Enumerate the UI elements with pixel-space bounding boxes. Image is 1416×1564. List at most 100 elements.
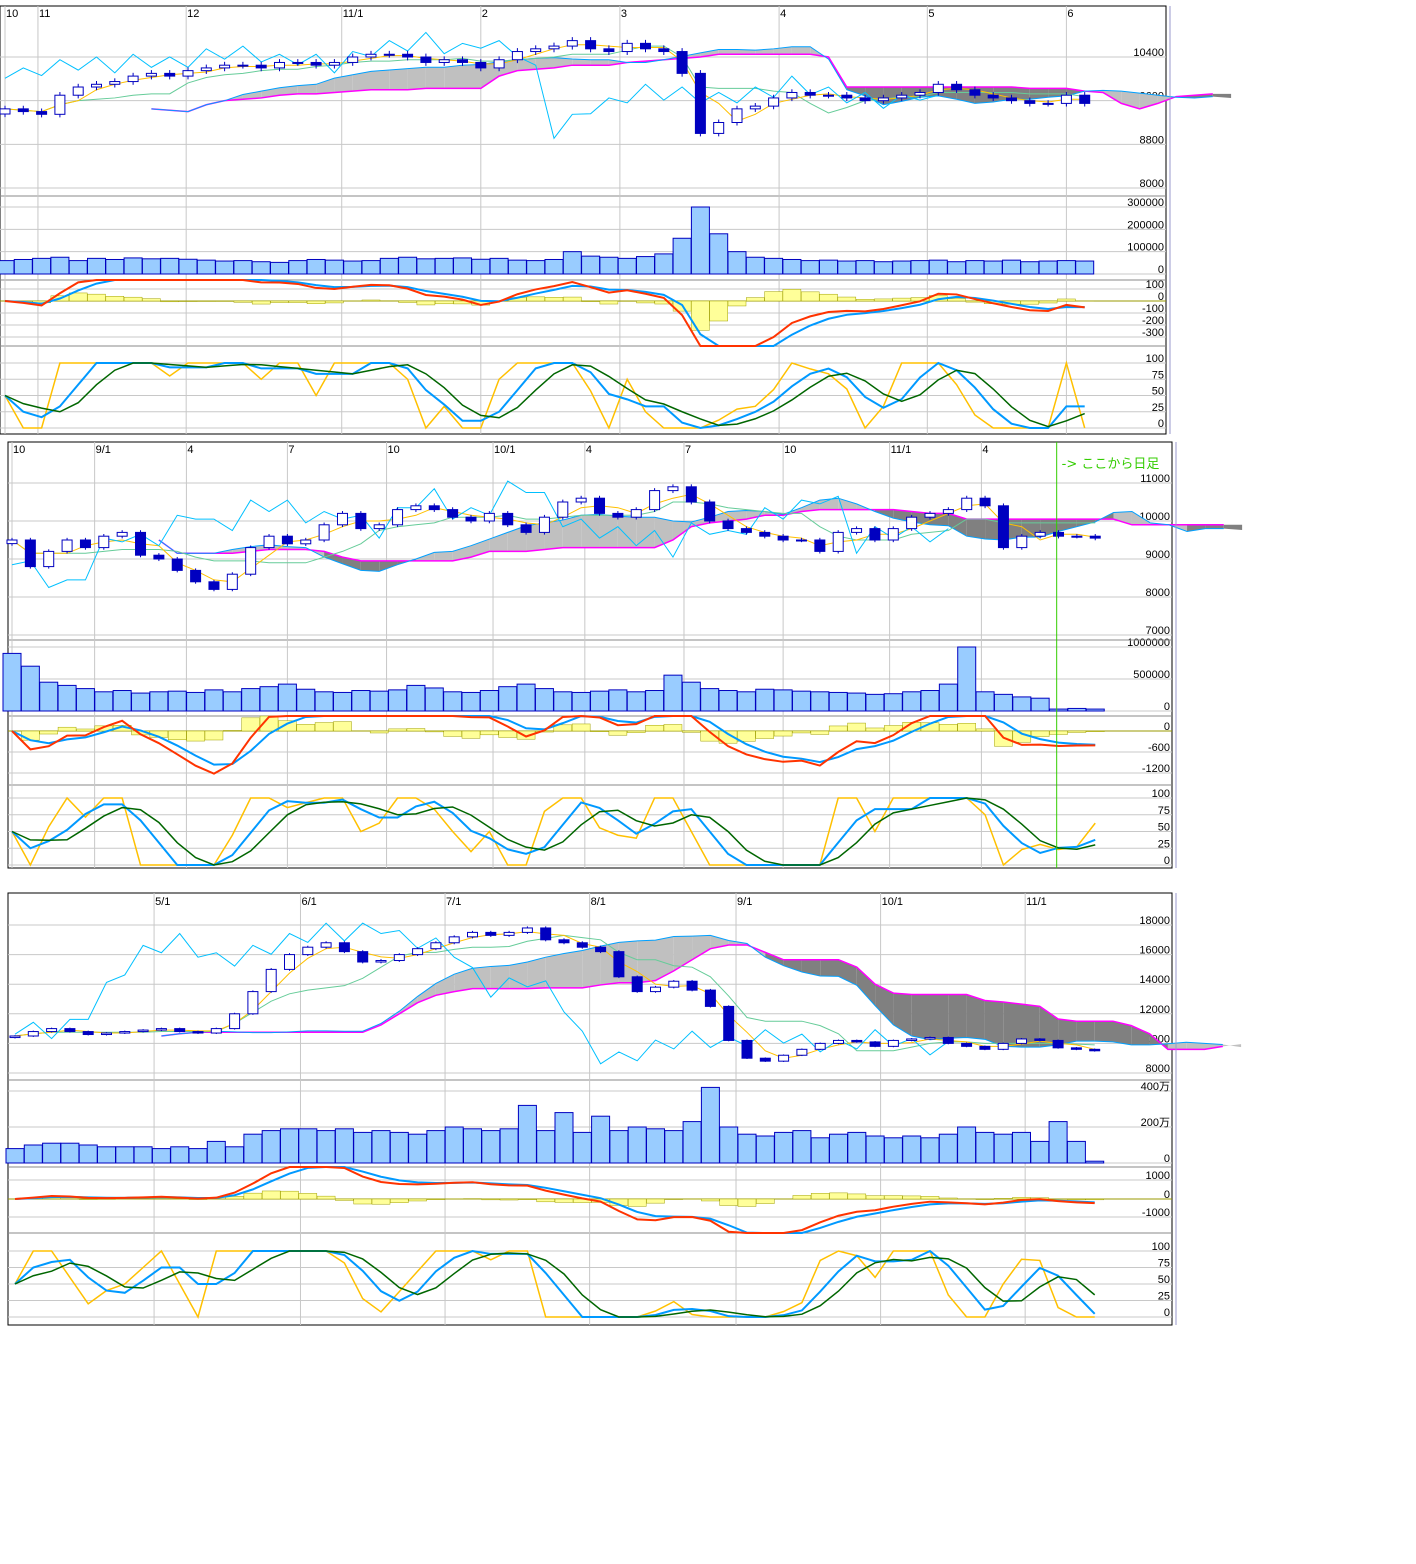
volume-bar	[645, 690, 665, 712]
macd-histogram-bar	[225, 1196, 244, 1200]
ichimoku-cloud	[692, 935, 711, 960]
volume-bar	[663, 674, 683, 712]
candle-up	[182, 70, 194, 77]
candle-down	[841, 94, 853, 99]
candle-up	[336, 512, 348, 526]
volume-bar	[479, 690, 499, 712]
x-tick-label: 11/1	[1026, 896, 1047, 908]
span-b-line	[158, 508, 1224, 562]
macd-histogram-bar	[280, 1190, 299, 1200]
x-tick-label: 5	[928, 8, 934, 20]
price-tick-label: 18000	[1139, 915, 1170, 927]
volume-bar	[204, 689, 224, 712]
macd-histogram-bar	[251, 300, 271, 305]
volume-bar	[1038, 260, 1058, 275]
ichimoku-cloud	[279, 85, 298, 96]
ichimoku-cloud	[334, 74, 353, 93]
candle-up	[91, 83, 102, 88]
candle-up	[887, 528, 899, 541]
volume-bar	[1002, 259, 1021, 275]
ichimoku-cloud	[407, 67, 426, 90]
macd-histogram-bar	[105, 296, 125, 302]
candle-down	[1052, 1039, 1064, 1049]
candle-up	[795, 539, 807, 542]
macd-histogram-bar	[636, 300, 655, 304]
volume-bar	[87, 257, 106, 275]
candle-up	[566, 40, 578, 47]
candle-down	[1089, 535, 1101, 539]
volume-bar	[517, 1104, 537, 1164]
volume-bar	[736, 691, 756, 712]
candle-up	[226, 573, 238, 590]
candle-down	[759, 531, 771, 537]
ichimoku-cloud	[1139, 93, 1158, 109]
macd-histogram-bar	[298, 1193, 318, 1200]
volume-bar	[544, 258, 564, 275]
candle-up	[320, 942, 332, 948]
macd-histogram-bar	[829, 1192, 848, 1200]
x-tick-label: 4	[187, 444, 193, 456]
macd-histogram-bar	[498, 730, 517, 738]
candle-down	[24, 539, 36, 568]
volume-bar	[388, 689, 408, 712]
volume-bar	[178, 258, 198, 275]
volume-bar	[536, 1130, 556, 1164]
macd-histogram-bar	[461, 730, 481, 739]
candle-down	[485, 931, 497, 936]
volume-bar	[160, 257, 180, 275]
candle-up	[438, 59, 450, 63]
volume-bar	[115, 1146, 135, 1164]
volume-bar	[259, 686, 279, 712]
candle-down	[208, 581, 220, 590]
candle-up	[318, 524, 330, 541]
macd-histogram-bar	[1067, 1198, 1086, 1201]
candle-up	[237, 64, 249, 67]
volume-bar	[1056, 260, 1076, 275]
volume-bar	[902, 1135, 922, 1164]
macd-histogram-bar	[178, 300, 198, 302]
macd-tick-label: -200	[1142, 315, 1164, 327]
ichimoku-cloud	[352, 71, 371, 92]
ichimoku-cloud	[242, 91, 262, 100]
macd-histogram-bar	[691, 300, 710, 331]
volume-bar	[406, 684, 426, 712]
x-tick-label: 9/1	[737, 896, 752, 908]
ichimoku-cloud	[718, 49, 737, 55]
macd-tick-label: -100	[1142, 303, 1164, 315]
volume-bar	[298, 1128, 318, 1164]
ichimoku-cloud	[1094, 1021, 1113, 1042]
macd-histogram-bar	[278, 720, 297, 732]
candle-up	[832, 531, 844, 552]
stochastics-tick-label: 50	[1158, 822, 1170, 834]
macd-histogram-bar	[434, 300, 454, 305]
volume-bar	[353, 1131, 373, 1164]
candle-up	[997, 1042, 1009, 1050]
volume-bar	[1075, 260, 1095, 275]
volume-bar	[461, 691, 481, 712]
volume-bar	[324, 259, 344, 275]
candle-down	[676, 51, 688, 74]
x-tick-label: 3	[621, 8, 627, 20]
macd-histogram-bar	[481, 1198, 501, 1201]
volume-bar	[78, 1144, 98, 1164]
ichimoku-cloud	[838, 498, 857, 510]
volume-bar	[167, 690, 187, 712]
macd-histogram-bar	[810, 730, 830, 735]
candle-up	[557, 501, 569, 518]
candle-down	[1006, 97, 1017, 102]
ichimoku-cloud	[572, 59, 591, 66]
lagging-span-line	[14, 922, 949, 1065]
candle-down	[704, 989, 716, 1007]
macd-histogram-bar	[892, 297, 911, 302]
candle-up	[109, 81, 121, 85]
ichimoku-cloud	[425, 67, 445, 89]
candle-up	[731, 108, 743, 123]
volume-bar	[369, 690, 389, 712]
candle-down	[594, 497, 606, 514]
ichimoku-cloud	[856, 967, 876, 1006]
macd-histogram-bar	[335, 1198, 354, 1201]
volume-bar	[883, 1137, 903, 1164]
macd-histogram-bar	[142, 298, 161, 302]
macd-histogram-bar	[241, 717, 260, 732]
macd-histogram-bar	[480, 730, 499, 736]
